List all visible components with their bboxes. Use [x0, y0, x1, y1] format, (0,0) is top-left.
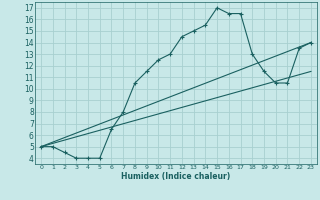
X-axis label: Humidex (Indice chaleur): Humidex (Indice chaleur): [121, 172, 231, 181]
